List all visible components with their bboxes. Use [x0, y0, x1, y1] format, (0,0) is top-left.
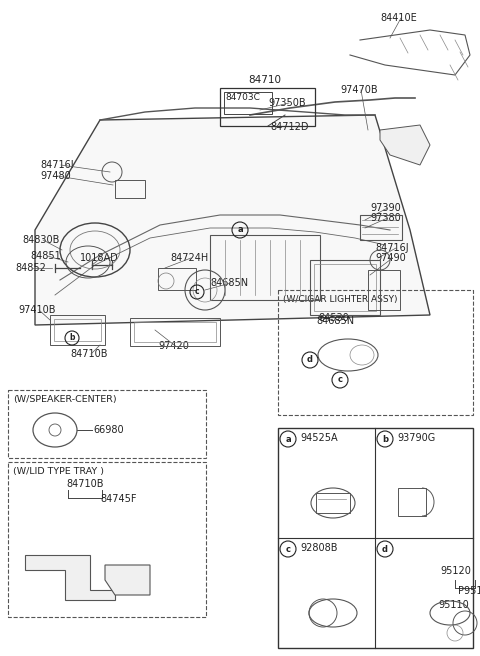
Text: 84530: 84530: [318, 313, 349, 323]
Bar: [134, 322, 216, 342]
Text: 84852: 84852: [15, 263, 46, 273]
Bar: [224, 92, 272, 114]
Bar: [210, 235, 320, 300]
Text: c: c: [195, 287, 199, 297]
Text: 84685N: 84685N: [316, 316, 354, 326]
Bar: [8, 390, 206, 458]
Bar: [50, 315, 105, 345]
Text: c: c: [337, 375, 343, 384]
Text: b: b: [69, 333, 75, 342]
Polygon shape: [35, 115, 430, 325]
Text: 95110: 95110: [438, 600, 469, 610]
Bar: [278, 290, 473, 415]
Text: 97380: 97380: [370, 213, 401, 223]
Text: 1018AD: 1018AD: [80, 253, 119, 263]
Bar: [360, 215, 402, 240]
Text: 84712D: 84712D: [270, 122, 309, 132]
Bar: [54, 319, 101, 341]
Bar: [314, 264, 376, 311]
Text: 97410B: 97410B: [18, 305, 56, 315]
Text: b: b: [382, 434, 388, 443]
Bar: [130, 318, 220, 346]
Text: (W/CIGAR LIGHTER ASSY): (W/CIGAR LIGHTER ASSY): [283, 295, 397, 304]
Bar: [278, 428, 473, 648]
Text: 84710: 84710: [249, 75, 281, 85]
Text: d: d: [382, 544, 388, 554]
Text: 92808B: 92808B: [300, 543, 337, 553]
Text: 66980: 66980: [93, 425, 124, 435]
Polygon shape: [105, 565, 150, 595]
Text: 84745F: 84745F: [100, 494, 136, 504]
Text: a: a: [285, 434, 291, 443]
Text: a: a: [237, 226, 243, 234]
Text: 84710B: 84710B: [70, 349, 108, 359]
Text: 84716J: 84716J: [375, 243, 408, 253]
Text: (W/SPEAKER-CENTER): (W/SPEAKER-CENTER): [13, 395, 117, 404]
Text: 84830B: 84830B: [22, 235, 60, 245]
Bar: [398, 488, 426, 516]
Text: (W/LID TYPE TRAY ): (W/LID TYPE TRAY ): [13, 467, 104, 476]
Text: 84703C: 84703C: [225, 93, 260, 102]
Bar: [158, 268, 196, 290]
Text: 84710B: 84710B: [66, 479, 104, 489]
Bar: [316, 493, 350, 513]
Text: 93790G: 93790G: [397, 433, 435, 443]
Text: 84410E: 84410E: [380, 13, 417, 23]
Text: 84724H: 84724H: [170, 253, 208, 263]
Text: 97470B: 97470B: [340, 85, 378, 95]
Text: 84685N: 84685N: [210, 278, 248, 288]
Polygon shape: [25, 555, 115, 600]
Text: 95120: 95120: [440, 566, 471, 576]
Text: 94525A: 94525A: [300, 433, 337, 443]
Bar: [115, 180, 145, 198]
Bar: [8, 462, 206, 617]
Text: d: d: [307, 356, 313, 365]
Text: 97480: 97480: [40, 171, 71, 181]
Bar: [220, 88, 315, 126]
Text: 97490: 97490: [375, 253, 406, 263]
Text: 84851: 84851: [30, 251, 61, 261]
Text: 97420: 97420: [158, 341, 189, 351]
Bar: [368, 270, 400, 310]
Text: 97390: 97390: [370, 203, 401, 213]
Text: 84716I: 84716I: [40, 160, 73, 170]
Text: P95121: P95121: [458, 586, 480, 596]
Text: 97350B: 97350B: [268, 98, 306, 108]
Bar: [310, 260, 380, 315]
Text: c: c: [286, 544, 290, 554]
Polygon shape: [380, 125, 430, 165]
